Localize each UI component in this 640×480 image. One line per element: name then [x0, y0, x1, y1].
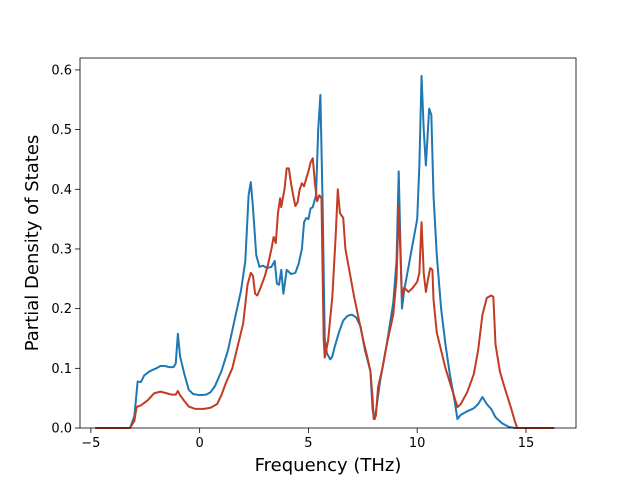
- y-tick-label: 0.1: [51, 362, 72, 377]
- x-tick-label: −5: [81, 436, 100, 451]
- series-layer: [95, 74, 555, 429]
- y-axis-ticks: 0.0 0.1 0.2 0.3 0.4 0.5 0.6: [51, 63, 80, 437]
- y-tick-label: 0.6: [51, 63, 72, 78]
- x-tick-label: 0: [196, 436, 204, 451]
- series-line-2: [95, 157, 555, 429]
- y-tick-label: 0.4: [51, 183, 72, 198]
- y-tick-label: 0.2: [51, 302, 72, 317]
- y-axis-label: Partial Density of States: [22, 135, 43, 352]
- x-tick-label: 10: [409, 436, 426, 451]
- y-tick-label: 0.0: [51, 422, 72, 437]
- y-tick-label: 0.3: [51, 242, 72, 257]
- plot-area-background: [80, 58, 576, 428]
- plot-frame: [79, 57, 577, 429]
- x-tick-label: 15: [518, 436, 535, 451]
- x-axis-label: Frequency (THz): [255, 455, 402, 476]
- series-line-1: [95, 74, 555, 429]
- x-tick-label: 5: [304, 436, 312, 451]
- y-tick-label: 0.5: [51, 123, 72, 138]
- x-axis-ticks: −5 0 5 10 15: [81, 428, 534, 451]
